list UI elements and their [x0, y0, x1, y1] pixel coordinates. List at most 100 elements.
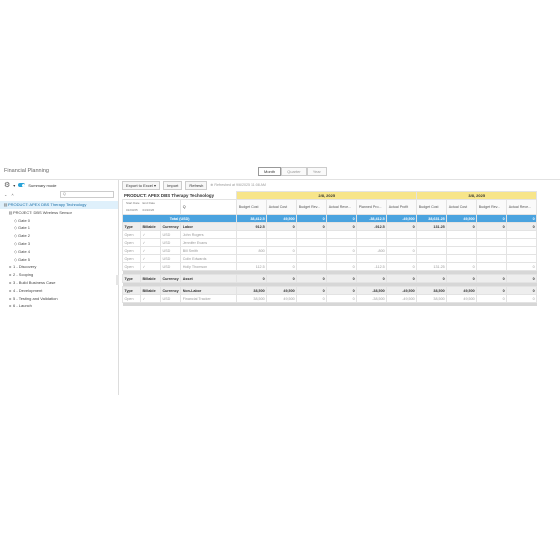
value-cell[interactable]	[326, 230, 358, 239]
value-cell[interactable]	[356, 230, 388, 239]
resource-name[interactable]: John Rogers	[180, 230, 238, 239]
resource-name[interactable]: Colin Edwards	[180, 254, 238, 263]
value-cell[interactable]	[476, 262, 508, 271]
value-cell[interactable]	[326, 254, 358, 263]
value-cell[interactable]: 0	[326, 246, 358, 255]
panel-collapse-handle[interactable]	[116, 275, 119, 285]
tree-search-input[interactable]: Q	[60, 191, 114, 198]
value-cell[interactable]	[236, 254, 268, 263]
tab-month[interactable]: Month	[258, 167, 282, 176]
tab-quarter[interactable]: Quarter	[281, 167, 307, 176]
billable-check[interactable]: ✓	[140, 254, 161, 263]
value-cell[interactable]	[356, 238, 388, 247]
value-cell[interactable]	[506, 238, 538, 247]
tree-node[interactable]: ◇Gate 5	[0, 256, 118, 264]
start-date-value[interactable]: 01/03/25	[126, 207, 138, 212]
resource-name[interactable]: Holly Thomson	[180, 262, 238, 271]
export-excel-button[interactable]: Export to Excel ▾	[122, 180, 161, 190]
value-cell[interactable]: 800	[236, 246, 268, 255]
tree-node[interactable]: ◇Gate 1	[0, 224, 118, 232]
tree-node[interactable]: ◇Gate 3	[0, 240, 118, 248]
tree-node[interactable]: ▸ 6 - Launch	[0, 302, 118, 310]
value-cell[interactable]	[416, 254, 448, 263]
value-cell[interactable]: 0	[476, 294, 508, 303]
value-cell[interactable]	[296, 230, 328, 239]
value-cell[interactable]: 0	[386, 262, 418, 271]
value-cell[interactable]	[476, 246, 508, 255]
value-cell[interactable]	[266, 238, 298, 247]
value-cell[interactable]	[446, 246, 478, 255]
value-cell[interactable]: -800	[356, 246, 388, 255]
value-cell[interactable]: -38,500	[356, 294, 388, 303]
grid-search-input[interactable]: Q	[180, 199, 238, 215]
value-cell[interactable]	[416, 246, 448, 255]
value-cell[interactable]	[446, 230, 478, 239]
value-cell[interactable]: 0	[266, 262, 298, 271]
tree-node[interactable]: ▸ 1 - Discovery	[0, 263, 118, 271]
value-cell[interactable]: 0	[506, 294, 538, 303]
value-cell[interactable]: 0	[296, 294, 328, 303]
value-cell[interactable]	[416, 230, 448, 239]
tree-node[interactable]: ▸ 4 - Development	[0, 287, 118, 295]
tree-node[interactable]: ▤PRODUCT: APEX DBS Therapy Technology	[0, 201, 118, 209]
value-cell[interactable]	[236, 238, 268, 247]
summary-mode-toggle[interactable]	[18, 183, 26, 187]
value-cell[interactable]	[296, 246, 328, 255]
value-cell[interactable]	[386, 230, 418, 239]
value-cell[interactable]	[446, 254, 478, 263]
tree-node[interactable]: ▸ 2 - Scoping	[0, 271, 118, 279]
collapse-icon[interactable]: ˄	[11, 192, 14, 197]
value-cell[interactable]	[476, 238, 508, 247]
value-cell[interactable]	[506, 230, 538, 239]
value-cell[interactable]: 38,500	[236, 294, 268, 303]
billable-check[interactable]: ✓	[140, 238, 161, 247]
value-cell[interactable]: 49,500	[446, 294, 478, 303]
value-cell[interactable]: 0	[326, 294, 358, 303]
tree-node[interactable]: ◇Gate 4	[0, 248, 118, 256]
value-cell[interactable]: 0	[446, 262, 478, 271]
billable-check[interactable]: ✓	[140, 262, 161, 271]
tab-year[interactable]: Year	[306, 167, 327, 176]
value-cell[interactable]	[476, 230, 508, 239]
resource-name[interactable]: Financial Tracker	[180, 294, 238, 303]
tree-node[interactable]: ▸ 5 - Testing and Validation	[0, 295, 118, 303]
value-cell[interactable]	[386, 254, 418, 263]
value-cell[interactable]	[296, 262, 328, 271]
value-cell[interactable]: -112.5	[356, 262, 388, 271]
value-cell[interactable]	[266, 254, 298, 263]
value-cell[interactable]: 38,500	[416, 294, 448, 303]
tree-node[interactable]: ◇Gate 0	[0, 217, 118, 225]
expand-icon[interactable]: ⌄	[4, 192, 8, 197]
value-cell[interactable]	[296, 238, 328, 247]
value-cell[interactable]: 0	[266, 246, 298, 255]
value-cell[interactable]	[506, 246, 538, 255]
value-cell[interactable]: 0	[386, 246, 418, 255]
import-button[interactable]: Import	[163, 180, 183, 190]
value-cell[interactable]	[506, 254, 538, 263]
resource-name[interactable]: Jennifer Evans	[180, 238, 238, 247]
value-cell[interactable]	[446, 238, 478, 247]
billable-check[interactable]: ✓	[140, 294, 161, 303]
tree-node[interactable]: ◇Gate 2	[0, 232, 118, 240]
gear-icon[interactable]: ⚙	[4, 182, 11, 189]
end-date-value[interactable]: 04/10/26	[142, 207, 155, 212]
chevron-down-icon[interactable]: ▾	[13, 182, 16, 188]
value-cell[interactable]	[386, 238, 418, 247]
tree-node[interactable]: ▤PROJECT: DBS Wireless Sensor	[0, 209, 118, 217]
billable-check[interactable]: ✓	[140, 246, 161, 255]
value-cell[interactable]: 0	[326, 262, 358, 271]
value-cell[interactable]	[416, 238, 448, 247]
value-cell[interactable]	[476, 254, 508, 263]
value-cell[interactable]: 49,500	[266, 294, 298, 303]
value-cell[interactable]	[356, 254, 388, 263]
value-cell[interactable]	[236, 230, 268, 239]
value-cell[interactable]: 112.5	[236, 262, 268, 271]
tree-node[interactable]: ▸ 3 - Build Business Case	[0, 279, 118, 287]
value-cell[interactable]	[266, 230, 298, 239]
value-cell[interactable]	[296, 254, 328, 263]
resource-name[interactable]: Bill Smith	[180, 246, 238, 255]
refresh-button[interactable]: Refresh	[185, 180, 208, 190]
value-cell[interactable]: 131.25	[416, 262, 448, 271]
billable-check[interactable]: ✓	[140, 230, 161, 239]
value-cell[interactable]: -49,500	[386, 294, 418, 303]
